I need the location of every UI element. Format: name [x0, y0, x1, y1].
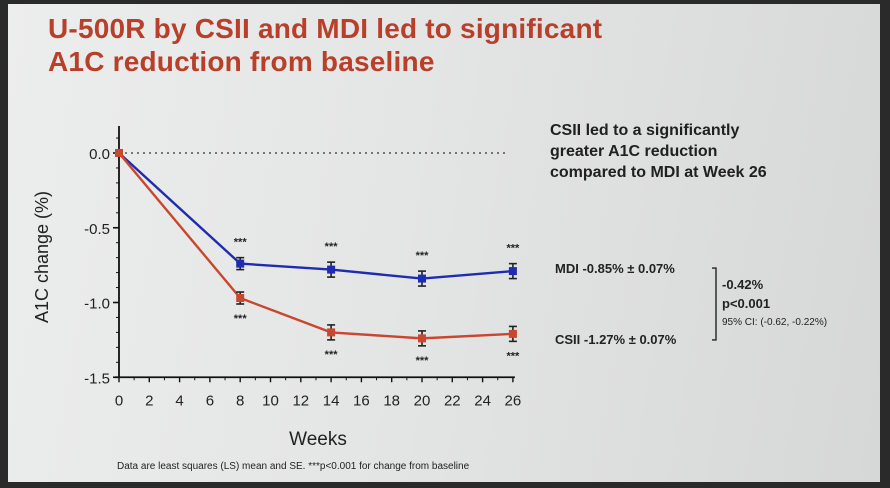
y-tick-label: -0.5 [84, 221, 110, 238]
mdi-significance-label: *** [416, 250, 430, 262]
a1c-line-chart: 0.0-0.5-1.0-1.50 2 4 6 8 10 12 14 16 18 20 22 24 26 *… [32, 126, 827, 450]
callout-line-2: greater A1C reduction [550, 143, 718, 160]
mdi-end-label: MDI -0.85% ± 0.07% [555, 261, 675, 276]
mdi-significance-label: *** [506, 243, 520, 255]
x-tick-label: 24 [474, 392, 491, 409]
comparison-difference: -0.42% [722, 277, 764, 292]
x-tick-label: 0 [115, 392, 123, 409]
csii-line [118, 152, 513, 340]
csii-end-label: CSII -1.27% ± 0.07% [555, 332, 677, 347]
mdi-significance-label: *** [234, 237, 248, 249]
x-tick-label: 18 [383, 392, 400, 409]
callout-line-3: compared to MDI at Week 26 [550, 164, 767, 181]
slide-title: U-500R by CSII and MDI led to significan… [48, 12, 828, 78]
y-tick-label: -1.5 [84, 370, 110, 387]
csii-significance-label: *** [325, 349, 339, 361]
x-tick-label: 14 [323, 392, 340, 409]
mdi-significance-label: *** [325, 241, 339, 253]
y-tick-label: -1.0 [84, 296, 110, 313]
slide-title-line-1: U-500R by CSII and MDI led to significan… [48, 13, 603, 44]
csii-significance-label: *** [234, 313, 248, 325]
csii-point [508, 329, 517, 338]
x-tick-label: 2 [145, 392, 153, 409]
y-tick-label: 0.0 [89, 146, 110, 163]
mdi-point [236, 259, 245, 268]
csii-point [327, 328, 336, 337]
mdi-point [418, 274, 426, 283]
footnote: Data are least squares (LS) mean and SE.… [117, 461, 470, 472]
comparison-bracket [712, 267, 717, 341]
csii-point [236, 294, 245, 303]
x-tick-label: 4 [175, 392, 183, 409]
csii-significance-label: *** [506, 350, 520, 362]
x-tick-label: 10 [262, 392, 279, 409]
chart-axes: 0.0-0.5-1.0-1.50 2 4 6 8 10 12 14 16 18 20 22 24 26 [84, 126, 521, 409]
csii-point [115, 149, 123, 157]
mdi-point [508, 267, 517, 276]
x-tick-label: 22 [444, 392, 461, 409]
x-tick-label: 12 [292, 392, 309, 409]
x-tick-label: 6 [206, 392, 214, 409]
callout-text: CSII led to a significantly greater A1C … [550, 120, 850, 183]
comparison-p-value: p<0.001 [722, 296, 770, 311]
csii-significance-label: *** [416, 355, 430, 367]
mdi-line [118, 152, 513, 280]
chart-labels: MDI -0.85% ± 0.07% CSII -1.27% ± 0.07% -0.… [555, 261, 827, 347]
x-tick-label: 20 [414, 392, 431, 409]
y-axis-label: A1C change (%) [32, 191, 52, 323]
series-group: *** *** *** *** *** *** *** *** [115, 149, 520, 367]
slide-title-line-2: A1C reduction from baseline [48, 46, 435, 77]
csii-point [418, 334, 426, 343]
x-tick-label: 26 [505, 392, 522, 409]
comparison-ci: 95% CI: (-0.62, -0.22%) [722, 317, 827, 328]
slide: U-500R by CSII and MDI led to significan… [8, 4, 880, 482]
mdi-point [327, 265, 336, 274]
callout-line-1: CSII led to a significantly [550, 122, 740, 139]
x-tick-label: 16 [353, 392, 370, 409]
x-axis-label: Weeks [289, 429, 347, 450]
x-tick-label: 8 [236, 392, 244, 409]
